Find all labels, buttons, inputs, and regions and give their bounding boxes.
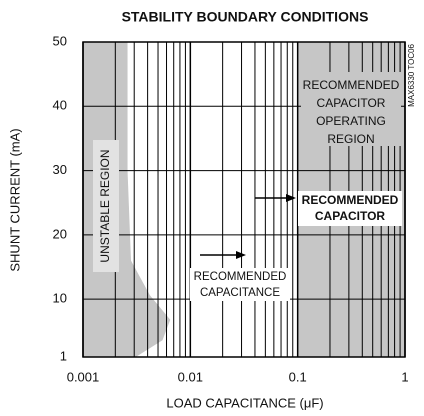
x-tick-label: 1 [401, 369, 408, 384]
annotation-box [301, 72, 401, 146]
chart-title: STABILITY BOUNDARY CONDITIONS [122, 9, 369, 25]
x-axis-label: LOAD CAPACITANCE (μF) [166, 395, 323, 410]
y-axis-label: SHUNT CURRENT (mA) [7, 128, 22, 271]
annotation-text: OPERATING [316, 114, 386, 128]
y-tick-label: 1 [60, 348, 67, 363]
plot-frame [82, 41, 406, 358]
y-tick-label: 10 [53, 291, 67, 306]
annotation-box [93, 140, 119, 272]
y-tick-label: 20 [53, 226, 67, 241]
annotation-text: CAPACITOR [315, 209, 386, 223]
x-tick-label: 0.01 [178, 369, 203, 384]
x-tick-label: 0.001 [67, 369, 100, 384]
arrow-head [236, 251, 246, 259]
annotation-text: CAPACITOR [317, 96, 386, 110]
annotation-text: CAPACITANCE [200, 287, 280, 299]
y-tick-label: 30 [53, 162, 67, 177]
y-tick-label: 50 [53, 33, 67, 48]
annotation-text: RECOMMENDED [194, 271, 287, 283]
annotation-text: UNSTABLE REGION [98, 149, 112, 262]
annotation-box [298, 191, 402, 226]
side-note: MAX6330 TOC06 [407, 43, 416, 106]
x-tick-label: 0.1 [289, 369, 307, 384]
annotation-text: RECOMMENDED [302, 193, 399, 207]
arrow-head [286, 194, 296, 202]
annotation-box [190, 268, 290, 301]
y-tick-label: 40 [53, 98, 67, 113]
annotation-text: REGION [327, 132, 374, 146]
unstable-region [83, 42, 171, 357]
annotation-text: RECOMMENDED [303, 78, 400, 92]
